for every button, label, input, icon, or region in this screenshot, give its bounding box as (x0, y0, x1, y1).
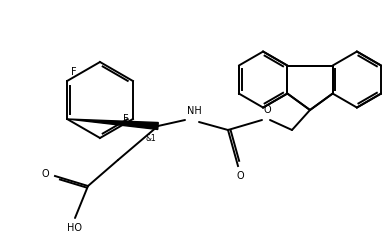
Text: F: F (71, 67, 77, 77)
Polygon shape (67, 119, 158, 129)
Text: F: F (123, 114, 129, 124)
Text: O: O (236, 171, 244, 181)
Text: HO: HO (68, 223, 83, 233)
Text: &1: &1 (145, 134, 156, 143)
Text: O: O (41, 169, 49, 179)
Text: O: O (263, 105, 270, 115)
Text: NH: NH (187, 106, 202, 116)
